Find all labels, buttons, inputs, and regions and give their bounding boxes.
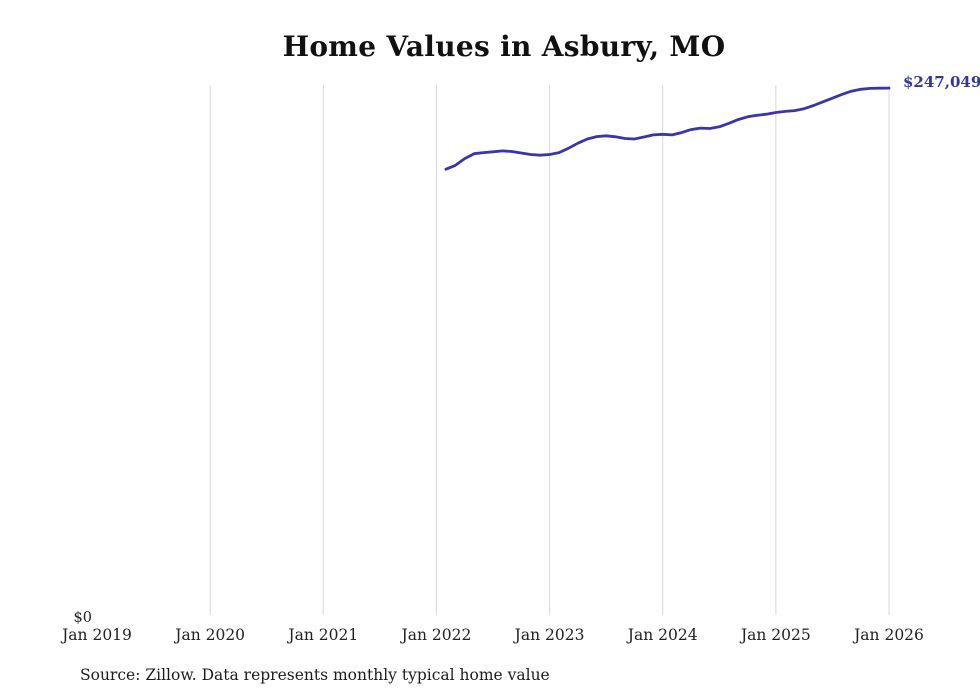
home-value-line <box>444 86 891 171</box>
source-note: Source: Zillow. Data represents monthly … <box>80 666 550 684</box>
x-tick-label: Jan 2022 <box>400 626 472 644</box>
y-zero-label: $0 <box>74 610 92 626</box>
x-tick-label: Jan 2023 <box>513 626 585 644</box>
x-tick-label: Jan 2020 <box>173 626 245 644</box>
x-tick-label: Jan 2026 <box>852 626 924 644</box>
chart-title: Home Values in Asbury, MO <box>282 30 726 63</box>
x-tick-label: Jan 2021 <box>286 626 358 644</box>
x-tick-label: Jan 2025 <box>739 626 811 644</box>
x-tick-label: Jan 2019 <box>60 626 132 644</box>
end-value-label: $247,049 <box>903 73 980 91</box>
x-tick-label: Jan 2024 <box>626 626 698 644</box>
